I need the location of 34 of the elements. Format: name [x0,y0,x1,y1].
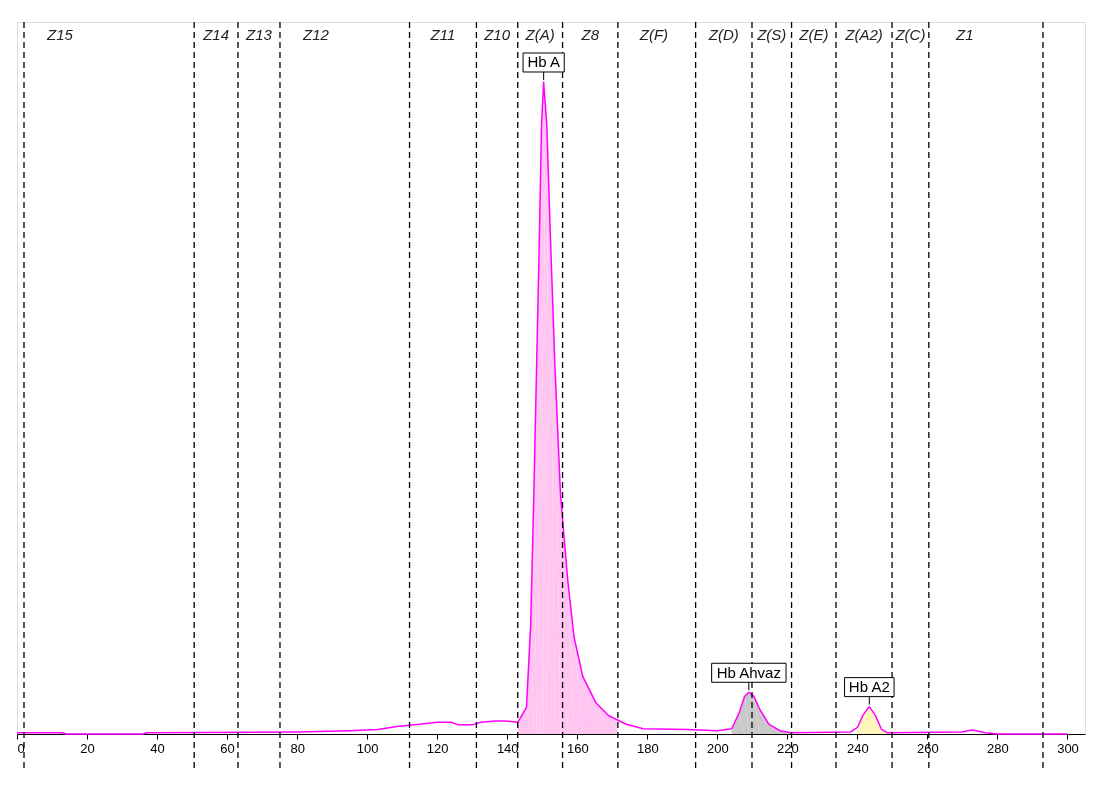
ref-line-label: Z(D) [707,26,739,43]
ref-line-label: Z(A) [524,26,555,43]
x-tick-label: 60 [220,740,235,756]
ref-line-label: Z(S) [756,26,787,43]
x-tick-label: 140 [496,740,519,756]
ref-line-label: Z(E) [798,26,829,43]
ref-line-label: Z15 [46,26,74,43]
ref-line-label: Z14 [202,26,229,43]
x-tick-label: 200 [706,740,729,756]
x-tick-label: 280 [987,740,1009,756]
x-tick-label: 0 [17,740,25,756]
x-tick-label: 240 [847,740,869,756]
ref-line-label: Z(C) [894,26,926,43]
annotation: Hb A [527,53,560,71]
x-tick-label: 300 [1057,740,1079,756]
ref-line-label: Z(F) [638,26,669,43]
x-tick-label: 20 [80,740,95,756]
x-tick-label: 80 [290,740,305,756]
x-tick-label: 40 [150,740,165,756]
x-tick-label: 180 [636,740,659,756]
x-tick-label: 220 [777,740,799,756]
x-tick-label: 120 [426,740,449,756]
x-tick-label: 160 [566,740,589,756]
x-tick-label: 260 [917,740,939,756]
annotation: Hb Ahvaz [716,663,781,681]
ref-line-label: Z11 [429,26,456,43]
ref-line-label: Z(A2) [844,26,883,43]
ref-line-label: Z12 [302,26,330,43]
annotation: Hb A2 [848,678,890,696]
ref-line-label: Z10 [483,26,511,43]
ref-line-label: Z13 [245,26,273,43]
ref-line-label: Z8 [580,26,600,43]
x-tick-label: 100 [356,740,379,756]
ref-line-label: Z1 [955,26,974,43]
